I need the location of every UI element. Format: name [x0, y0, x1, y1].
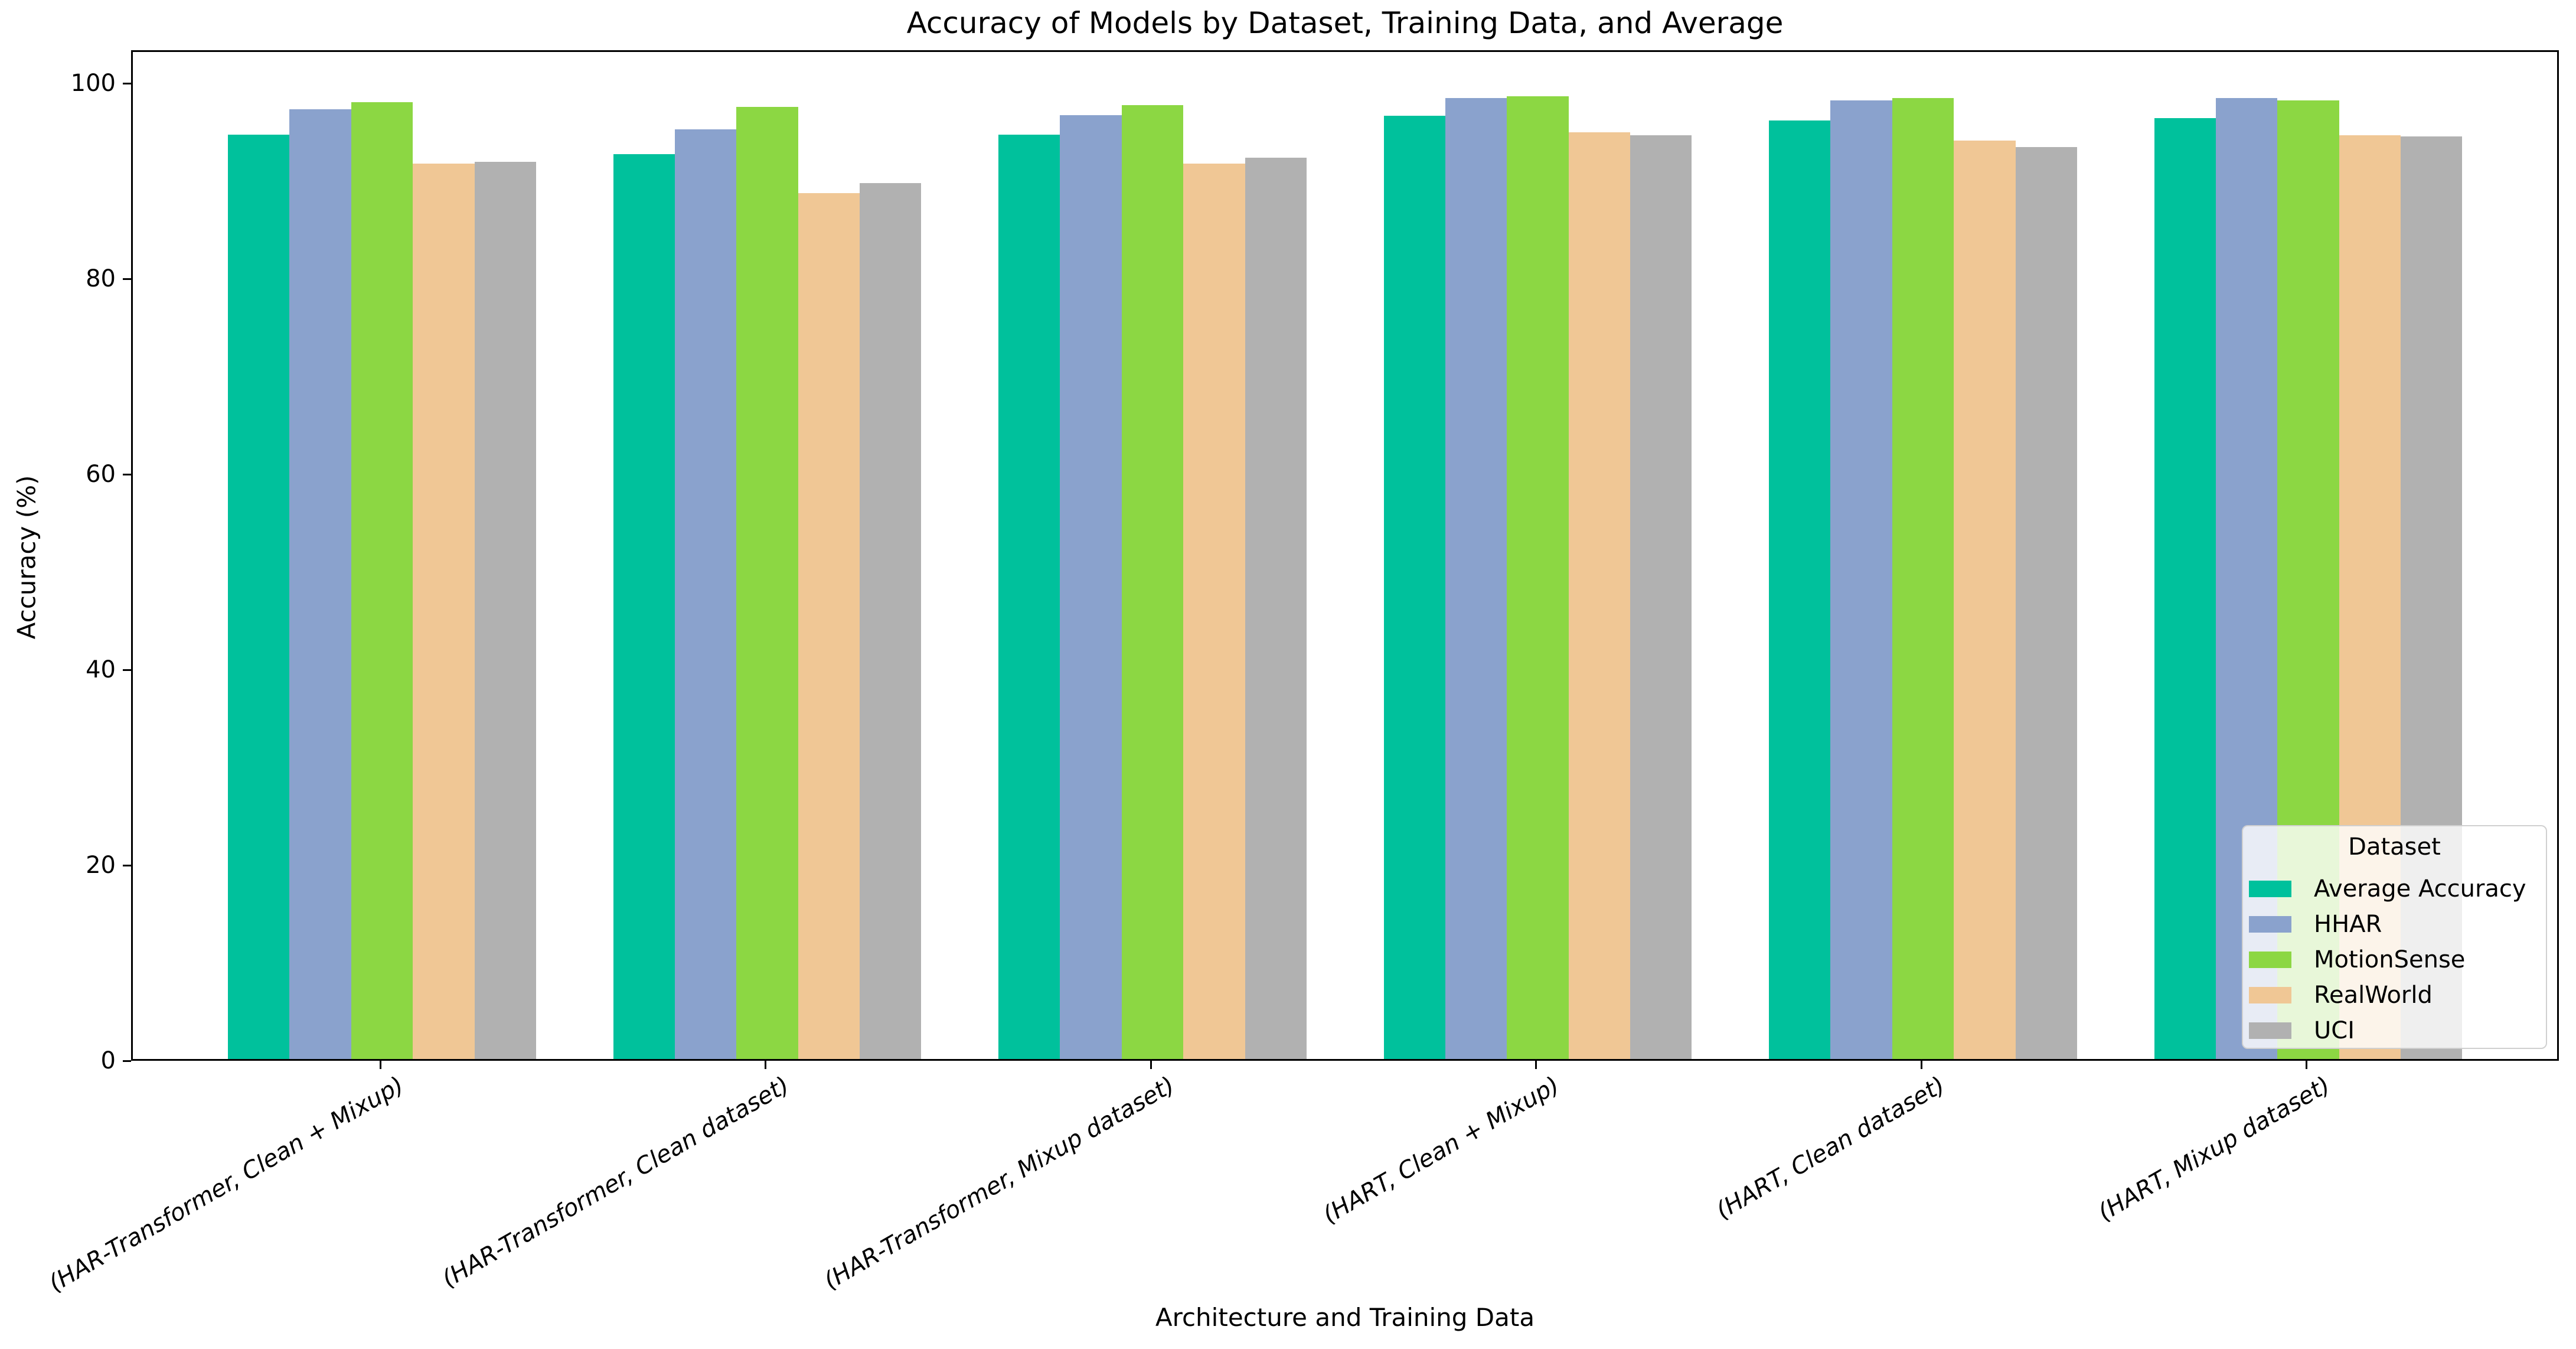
y-tick-label: 0 — [100, 1047, 116, 1074]
y-tick-label: 60 — [86, 461, 116, 488]
bar-motionsense-group2 — [736, 107, 798, 1059]
x-tick-mark — [1535, 1061, 1537, 1069]
x-tick-label: (HART, Clean dataset) — [1711, 1071, 1950, 1225]
bar-motionsense-group5 — [1892, 98, 1954, 1059]
bar-average-accuracy-group1 — [228, 134, 290, 1059]
legend-entry: Average Accuracy — [2249, 871, 2540, 907]
legend-label: Average Accuracy — [2314, 875, 2526, 902]
legend-label: UCI — [2314, 1017, 2355, 1044]
bar-hhar-group2 — [674, 129, 737, 1059]
chart-title: Accuracy of Models by Dataset, Training … — [906, 6, 1784, 40]
y-tick-label: 20 — [86, 852, 116, 879]
bar-realworld-group4 — [1568, 132, 1631, 1059]
bar-realworld-group1 — [413, 164, 475, 1059]
bar-uci-group2 — [860, 183, 922, 1059]
x-tick-mark — [2306, 1061, 2307, 1069]
legend: Dataset Average Accuracy HHAR MotionSense R… — [2242, 825, 2547, 1049]
legend-entries: Average Accuracy HHAR MotionSense RealWorld… — [2249, 871, 2540, 1048]
x-tick-label: (HAR-Transformer, Mixup dataset) — [819, 1071, 1179, 1295]
bar-hhar-group5 — [1830, 100, 1892, 1059]
x-tick-mark — [765, 1061, 766, 1069]
bar-motionsense-group4 — [1507, 96, 1569, 1059]
x-tick-label: (HAR-Transformer, Clean + Mixup) — [44, 1071, 409, 1298]
y-tick-mark — [123, 278, 131, 280]
legend-entry: UCI — [2249, 1013, 2540, 1048]
bar-hhar-group4 — [1445, 98, 1507, 1059]
bar-realworld-group2 — [798, 193, 860, 1059]
y-tick-mark — [123, 864, 131, 866]
legend-title: Dataset — [2348, 833, 2441, 861]
y-tick-mark — [123, 1060, 131, 1062]
y-axis-label: Accuracy (%) — [12, 475, 41, 640]
bar-average-accuracy-group4 — [1383, 116, 1445, 1059]
legend-entry: MotionSense — [2249, 942, 2540, 977]
legend-label: HHAR — [2314, 911, 2382, 938]
bar-average-accuracy-group6 — [2154, 118, 2216, 1059]
bar-hhar-group3 — [1060, 115, 1122, 1059]
y-tick-label: 40 — [86, 656, 116, 684]
bar-motionsense-group1 — [351, 102, 413, 1059]
legend-label: MotionSense — [2314, 946, 2466, 973]
x-tick-label: (HART, Mixup dataset) — [2093, 1071, 2335, 1227]
x-tick-mark — [1920, 1061, 1922, 1069]
legend-swatch-icon — [2249, 916, 2291, 933]
legend-swatch-icon — [2249, 881, 2291, 897]
bar-uci-group3 — [1245, 158, 1307, 1059]
x-tick-mark — [1150, 1061, 1152, 1069]
legend-entry: RealWorld — [2249, 977, 2540, 1013]
legend-swatch-icon — [2249, 1022, 2291, 1039]
legend-swatch-icon — [2249, 952, 2291, 968]
bars-layer — [133, 52, 2557, 1059]
legend-swatch-icon — [2249, 987, 2291, 1003]
x-tick-label: (HART, Clean + Mixup) — [1318, 1071, 1565, 1229]
x-axis-label: Architecture and Training Data — [1155, 1303, 1535, 1332]
legend-label: RealWorld — [2314, 982, 2433, 1009]
legend-entry: HHAR — [2249, 907, 2540, 942]
y-tick-label: 100 — [70, 70, 116, 97]
bar-hhar-group1 — [289, 109, 351, 1059]
bar-realworld-group3 — [1183, 164, 1245, 1059]
bar-average-accuracy-group2 — [613, 154, 675, 1059]
bar-uci-group5 — [2015, 147, 2077, 1059]
plot-area — [131, 50, 2559, 1061]
y-tick-mark — [123, 473, 131, 475]
y-tick-mark — [123, 669, 131, 671]
x-tick-mark — [379, 1061, 381, 1069]
bar-average-accuracy-group5 — [1769, 120, 1831, 1059]
x-tick-label: (HAR-Transformer, Clean dataset) — [437, 1071, 794, 1293]
bar-average-accuracy-group3 — [998, 134, 1060, 1059]
bar-realworld-group5 — [1954, 140, 2016, 1059]
bar-uci-group1 — [474, 161, 536, 1059]
y-tick-mark — [123, 82, 131, 84]
bar-motionsense-group3 — [1121, 105, 1184, 1059]
y-tick-label: 80 — [86, 265, 116, 293]
bar-uci-group4 — [1630, 135, 1692, 1059]
